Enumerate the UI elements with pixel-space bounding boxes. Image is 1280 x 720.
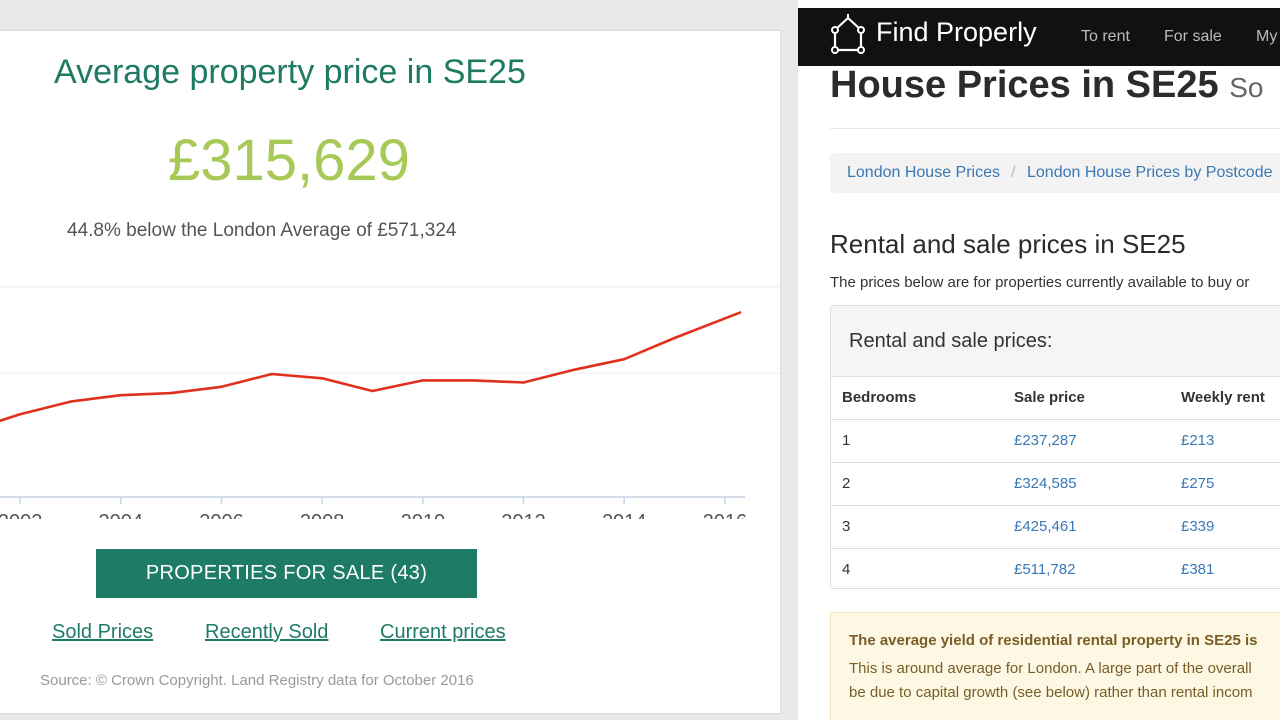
chart-x-tick-label: 2002 — [0, 511, 42, 519]
chart-data-point — [371, 389, 374, 393]
sale-price-link[interactable]: £237,287 — [1014, 432, 1077, 449]
chart-data-point — [673, 336, 676, 340]
chart-data-point — [119, 394, 123, 397]
chart-data-point — [738, 311, 742, 314]
table-row: 1 £237,287 £213 — [831, 420, 1280, 463]
column-header-bedrooms: Bedrooms — [842, 389, 917, 406]
sale-price-link[interactable]: £425,461 — [1014, 518, 1077, 535]
table-row: 2 £324,585 £275 — [831, 463, 1280, 506]
breadcrumb: London House Prices / London House Price… — [830, 153, 1280, 193]
chart-x-tick-label: 2010 — [401, 511, 446, 519]
table-row: 4 £511,782 £381 — [831, 549, 1280, 591]
chart-x-tick-label: 2016 — [703, 511, 748, 519]
column-header-sale-price: Sale price — [1014, 389, 1085, 406]
weekly-rent-link[interactable]: £213 — [1181, 432, 1215, 449]
average-price-title: Average property price in SE25 — [54, 53, 526, 91]
london-comparison-text: 44.8% below the London Average of £571,3… — [67, 220, 457, 241]
chart-data-point — [320, 377, 324, 380]
chart-data-point — [220, 385, 223, 388]
bedrooms-cell: 1 — [842, 432, 851, 449]
weekly-rent-link[interactable]: £275 — [1181, 475, 1215, 492]
chart-data-point — [622, 358, 626, 361]
page-title-text: House Prices in SE25 — [830, 64, 1219, 106]
page-title: House Prices in SE25 So — [830, 64, 1263, 107]
house-prices-page: Find Properly To rent For sale My House … — [798, 0, 1280, 720]
breadcrumb-london-house-prices[interactable]: London House Prices — [847, 164, 1000, 181]
sale-price-link[interactable]: £511,782 — [1014, 561, 1076, 578]
chart-x-tick-label: 2012 — [501, 511, 546, 519]
recently-sold-link[interactable]: Recently Sold — [205, 621, 329, 643]
top-navbar: Find Properly To rent For sale My — [798, 8, 1280, 66]
yield-alert-title: The average yield of residential rental … — [849, 632, 1258, 649]
chart-data-point — [0, 419, 2, 422]
price-history-chart: 2002 2004 2006 2008 2010 2012 2014 2016 — [0, 286, 780, 519]
house-logo-icon[interactable] — [828, 12, 868, 60]
chart-x-tick-label: 2014 — [602, 511, 647, 519]
section-heading: Rental and sale prices in SE25 — [830, 229, 1186, 259]
average-price-value: £315,629 — [168, 128, 410, 193]
chart-data-point — [421, 379, 425, 382]
chart-data-point — [169, 391, 173, 395]
chart-x-tick-label: 2008 — [300, 511, 345, 519]
chart-data-point — [18, 413, 22, 416]
table-row: 3 £425,461 £339 — [831, 506, 1280, 549]
sold-prices-link[interactable]: Sold Prices — [52, 621, 154, 643]
brand-name[interactable]: Find Properly — [876, 17, 1037, 47]
bedrooms-cell: 2 — [842, 475, 851, 492]
properties-for-sale-button[interactable]: PROPERTIES FOR SALE (43) — [96, 549, 477, 598]
column-header-weekly-rent: Weekly rent — [1181, 389, 1265, 406]
chart-x-tick-label: 2006 — [199, 511, 244, 519]
current-prices-link[interactable]: Current prices — [380, 621, 506, 643]
weekly-rent-link[interactable]: £339 — [1181, 518, 1215, 535]
nav-my[interactable]: My — [1256, 28, 1278, 45]
prices-table: Bedrooms Sale price Weekly rent 1 £237,2… — [831, 377, 1280, 591]
chart-x-tick-label: 2004 — [99, 511, 144, 519]
bedrooms-cell: 4 — [842, 561, 851, 578]
price-summary-panel: Average property price in SE25 £315,629 … — [0, 30, 781, 714]
sale-price-link[interactable]: £324,585 — [1014, 475, 1077, 492]
weekly-rent-link[interactable]: £381 — [1181, 561, 1215, 578]
prices-panel-header: Rental and sale prices: — [831, 306, 1280, 377]
section-description: The prices below are for properties curr… — [830, 274, 1250, 291]
chart-data-point — [572, 368, 576, 371]
nav-for-sale[interactable]: For sale — [1164, 28, 1222, 45]
title-divider — [830, 128, 1280, 129]
table-header-row: Bedrooms Sale price Weekly rent — [831, 377, 1280, 420]
prices-panel-title: Rental and sale prices: — [849, 330, 1053, 352]
page-title-suffix: So — [1229, 72, 1264, 103]
chart-data-point — [522, 381, 525, 384]
chart-data-point — [69, 400, 72, 403]
bedrooms-cell: 3 — [842, 518, 851, 535]
chart-data-point — [471, 379, 475, 382]
chart-series-line — [0, 311, 742, 422]
nav-to-rent[interactable]: To rent — [1081, 28, 1130, 45]
source-note: Source: © Crown Copyright. Land Registry… — [40, 672, 474, 689]
prices-panel: Rental and sale prices: Bedrooms Sale pr… — [830, 305, 1280, 589]
yield-alert-text-line1: This is around average for London. A lar… — [849, 660, 1252, 677]
yield-alert: The average yield of residential rental … — [830, 612, 1280, 720]
chart-data-point — [270, 372, 274, 376]
breadcrumb-separator: / — [1011, 164, 1016, 181]
yield-alert-text-line2: be due to capital growth (see below) rat… — [849, 684, 1253, 701]
breadcrumb-prices-by-postcode[interactable]: London House Prices by Postcode — [1027, 164, 1273, 181]
